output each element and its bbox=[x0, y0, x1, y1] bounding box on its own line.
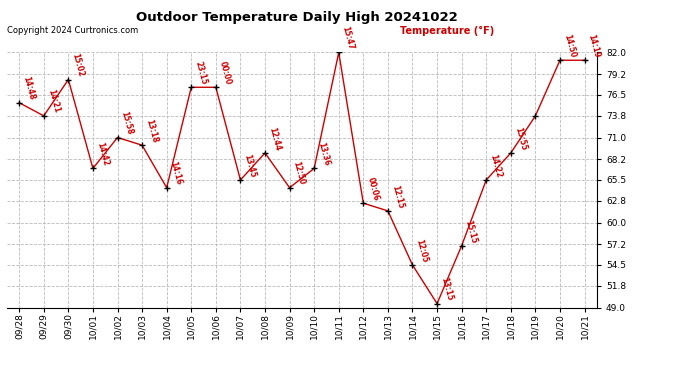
Text: 14:48: 14:48 bbox=[21, 75, 36, 101]
Text: 13:18: 13:18 bbox=[144, 118, 159, 144]
Text: Temperature (°F): Temperature (°F) bbox=[400, 26, 495, 36]
Text: 13:15: 13:15 bbox=[439, 277, 454, 302]
Text: 00:00: 00:00 bbox=[218, 60, 233, 86]
Text: 14:16: 14:16 bbox=[168, 160, 184, 186]
Text: 23:15: 23:15 bbox=[193, 60, 208, 86]
Text: 15:47: 15:47 bbox=[341, 26, 355, 51]
Text: 15:15: 15:15 bbox=[464, 219, 478, 244]
Text: 13:45: 13:45 bbox=[242, 153, 257, 178]
Text: 14:22: 14:22 bbox=[489, 153, 503, 178]
Text: 12:50: 12:50 bbox=[292, 160, 306, 186]
Text: 12:44: 12:44 bbox=[267, 126, 282, 152]
Text: 14:21: 14:21 bbox=[46, 88, 61, 114]
Text: 12:15: 12:15 bbox=[390, 184, 405, 209]
Text: 15:02: 15:02 bbox=[70, 53, 86, 78]
Text: 00:06: 00:06 bbox=[365, 176, 380, 202]
Text: 14:42: 14:42 bbox=[95, 141, 110, 167]
Text: 14:50: 14:50 bbox=[562, 33, 577, 58]
Text: 14:19: 14:19 bbox=[586, 33, 602, 58]
Text: 12:05: 12:05 bbox=[415, 238, 429, 264]
Text: 15:58: 15:58 bbox=[119, 111, 135, 136]
Text: Copyright 2024 Curtronics.com: Copyright 2024 Curtronics.com bbox=[7, 26, 138, 35]
Text: 15:55: 15:55 bbox=[513, 126, 528, 152]
Text: Outdoor Temperature Daily High 20241022: Outdoor Temperature Daily High 20241022 bbox=[136, 11, 457, 24]
Text: 13:36: 13:36 bbox=[316, 141, 331, 167]
